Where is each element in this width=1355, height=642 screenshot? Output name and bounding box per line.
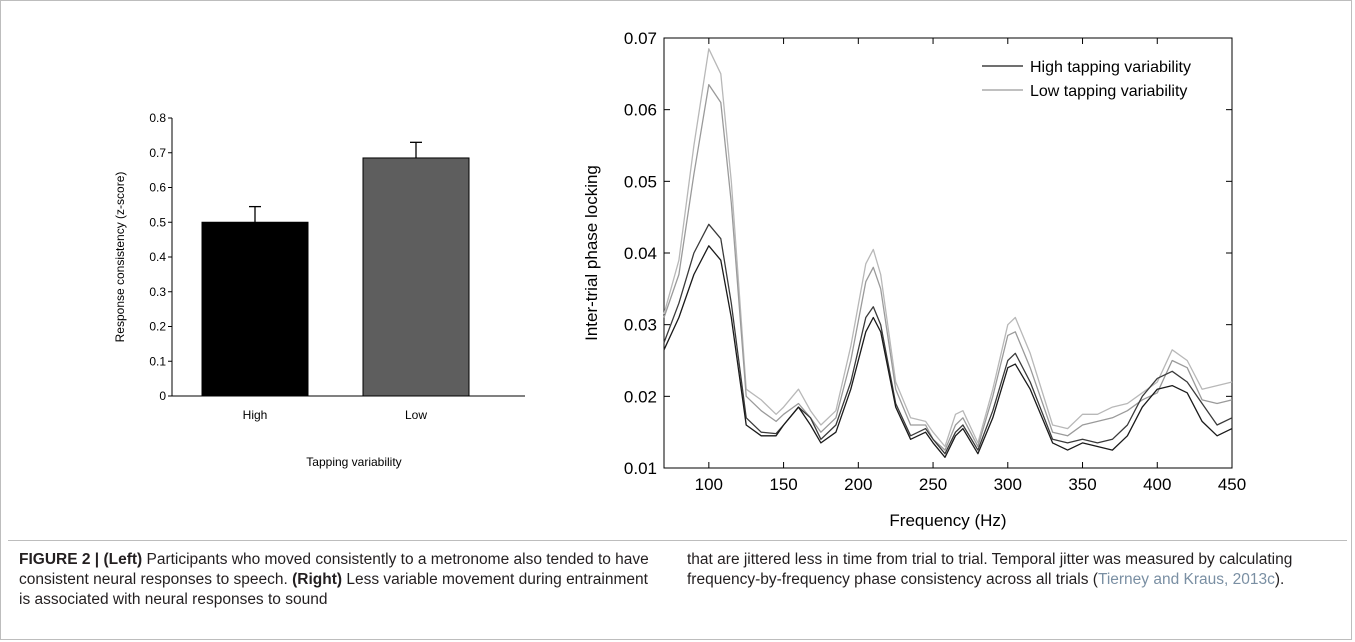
line-x-tick-label: 200 <box>844 475 872 494</box>
line-plot-frame <box>663 37 1233 469</box>
line-y-axis-label: Inter-trial phase locking <box>582 165 601 341</box>
caption-reference-link[interactable]: Tierney and Kraus, 2013c <box>1097 571 1275 588</box>
line-chart: 0.01 0.02 0.03 0.04 0.05 0.06 0.07 100 150 200 25… <box>582 29 1246 530</box>
bar-category-label: High <box>243 408 268 422</box>
line-legend: High tapping variability Low tapping var… <box>982 59 1191 100</box>
bar-y-tick-label: 0.4 <box>149 250 166 264</box>
bar-y-tick-label: 0.2 <box>149 320 166 334</box>
caption-figure-label: FIGURE 2 | <box>19 551 104 568</box>
line-x-ticks: 100 150 200 250 300 350 400 450 <box>695 38 1246 494</box>
bar-low <box>362 157 470 397</box>
series-line-2 <box>663 83 1233 451</box>
line-x-tick-label: 250 <box>919 475 947 494</box>
legend-label-high: High tapping variability <box>1030 59 1191 76</box>
bar-y-tick-label: 0.7 <box>149 146 166 160</box>
figure-caption-right: that are jittered less in time from tria… <box>687 550 1342 590</box>
bar-chart: 0 0.1 0.2 0.3 0.4 0.5 0.6 0.7 0.8 High Low Respon… <box>113 111 525 469</box>
bar-x-ticks: High Low <box>243 408 428 422</box>
bar-y-tick-label: 0.3 <box>149 285 166 299</box>
caption-left-tag: (Left) <box>103 551 143 568</box>
line-y-ticks: 0.01 0.02 0.03 0.04 0.05 0.06 0.07 <box>624 29 1232 478</box>
line-x-tick-label: 150 <box>769 475 797 494</box>
line-x-tick-label: 350 <box>1068 475 1096 494</box>
line-x-tick-label: 400 <box>1143 475 1171 494</box>
line-y-tick-label: 0.03 <box>624 316 657 335</box>
bar-y-axis-label: Response consistency (z-score) <box>113 172 127 343</box>
line-x-tick-label: 450 <box>1218 475 1246 494</box>
caption-left-text: Participants who moved consistently to a… <box>19 551 649 588</box>
line-y-tick-label: 0.05 <box>624 172 657 191</box>
bar-y-tick-label: 0.1 <box>149 354 166 368</box>
caption-continued-text: that are jittered less in time from tria… <box>687 551 1293 588</box>
bar-x-axis-label: Tapping variability <box>306 455 401 469</box>
line-x-axis-label: Frequency (Hz) <box>889 511 1006 530</box>
line-y-tick-label: 0.02 <box>624 387 657 406</box>
figure-caption-left: FIGURE 2 | (Left) Participants who moved… <box>19 550 659 610</box>
series-line-1 <box>663 223 1233 455</box>
bar-y-tick-label: 0.5 <box>149 215 166 229</box>
caption-right-text: Less variable movement during entrainmen… <box>19 571 648 608</box>
line-x-tick-label: 300 <box>994 475 1022 494</box>
line-y-tick-label: 0.07 <box>624 29 657 48</box>
series-line-0 <box>663 245 1233 458</box>
line-x-tick-label: 100 <box>695 475 723 494</box>
bar-category-label: Low <box>405 408 427 422</box>
bar-y-tick-label: 0.8 <box>149 111 166 125</box>
bar-high <box>201 221 309 397</box>
bar-y-tick-label: 0 <box>159 389 166 403</box>
line-y-tick-label: 0.06 <box>624 101 657 120</box>
line-series <box>663 48 1233 458</box>
bar-marks <box>201 141 470 397</box>
bar-y-ticks: 0 0.1 0.2 0.3 0.4 0.5 0.6 0.7 0.8 <box>149 111 172 403</box>
line-y-tick-label: 0.01 <box>624 459 657 478</box>
caption-right-tag: (Right) <box>292 571 343 588</box>
series-line-3 <box>663 48 1233 448</box>
caption-closing: ). <box>1274 571 1285 588</box>
bar-y-tick-label: 0.6 <box>149 181 166 195</box>
caption-divider <box>8 540 1347 541</box>
line-y-tick-label: 0.04 <box>624 244 657 263</box>
legend-label-low: Low tapping variability <box>1030 83 1187 100</box>
